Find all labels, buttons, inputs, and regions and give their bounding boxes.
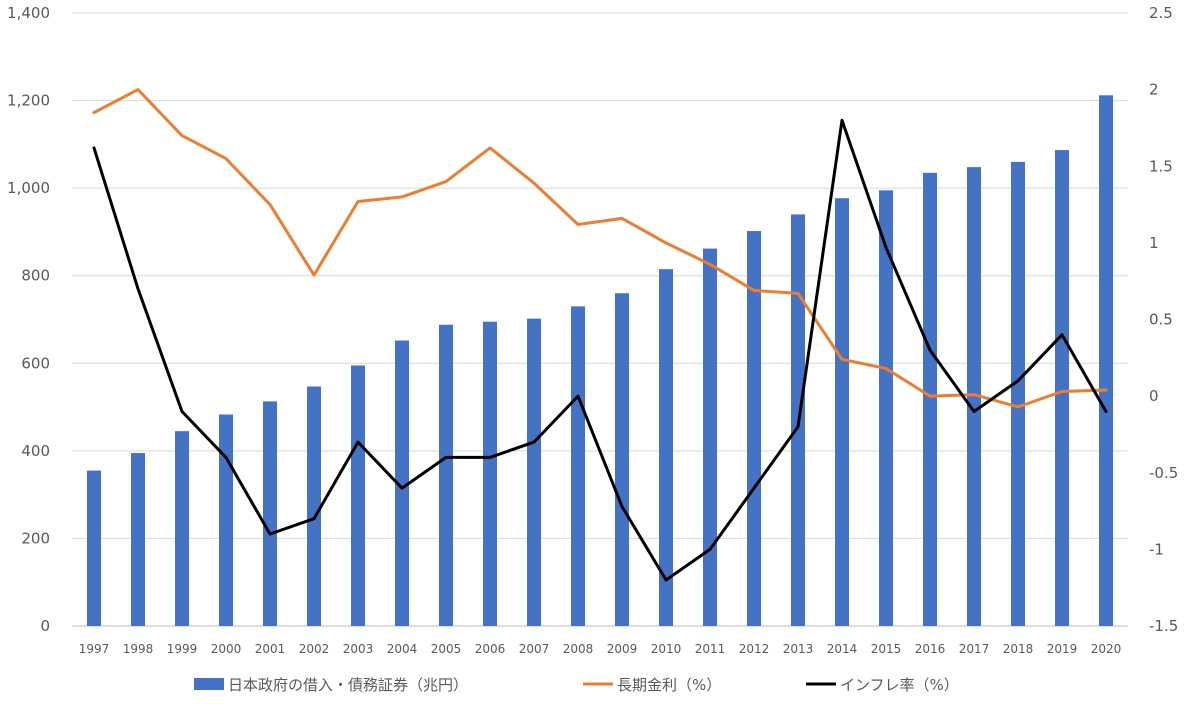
x-axis-tick-label: 2000: [211, 642, 242, 656]
x-axis-tick-label: 1997: [79, 642, 110, 656]
right-axis-tick-label: 2.5: [1149, 4, 1173, 22]
bar: [175, 431, 189, 626]
right-axis-tick-label: 2: [1149, 81, 1159, 99]
left-axis-tick-label: 200: [21, 529, 50, 547]
bar: [219, 414, 233, 626]
right-axis-tick-label: 1.5: [1149, 157, 1173, 175]
x-axis-tick-label: 2012: [739, 642, 770, 656]
x-axis-tick-label: 2016: [915, 642, 946, 656]
bar: [395, 340, 409, 626]
left-axis-tick-label: 1,400: [7, 4, 50, 22]
right-axis-tick-label: -1: [1149, 540, 1164, 558]
bar: [263, 401, 277, 626]
x-axis-tick-label: 2015: [871, 642, 902, 656]
right-axis-tick-label: -0.5: [1149, 464, 1178, 482]
x-axis-tick-label: 2013: [783, 642, 814, 656]
x-axis-tick-label: 2003: [343, 642, 374, 656]
bar: [923, 172, 937, 626]
bar: [967, 167, 981, 626]
x-axis-tick-label: 2011: [695, 642, 726, 656]
left-axis-tick-label: 0: [40, 617, 50, 635]
left-axis-tick-label: 1,200: [7, 92, 50, 110]
left-axis-tick-label: 400: [21, 442, 50, 460]
left-axis-tick-label: 800: [21, 267, 50, 285]
x-axis-tick-label: 2010: [651, 642, 682, 656]
bar: [351, 365, 365, 626]
right-axis-tick-label: 1: [1149, 234, 1159, 252]
x-axis-tick-label: 2017: [959, 642, 990, 656]
bar: [879, 190, 893, 626]
bar: [835, 198, 849, 627]
x-axis-ticks: 1997 1998 1999 2000 2001 2002 2003 2004 2005 2006…: [79, 642, 1122, 656]
bar: [1055, 150, 1069, 626]
bar: [659, 269, 673, 626]
bar: [87, 470, 101, 626]
legend-swatch: [194, 678, 224, 690]
bar: [307, 386, 321, 626]
x-axis-tick-label: 2006: [475, 642, 506, 656]
bar: [483, 321, 497, 626]
right-axis-tick-label: 0.5: [1149, 311, 1173, 329]
bar: [527, 318, 541, 626]
x-axis-tick-label: 1998: [123, 642, 154, 656]
right-axis-ticks: -1.5 -1 -0.5 0 0.5 1 1.5 2 2.5: [1149, 4, 1178, 635]
legend-label: 日本政府の借入・債務証券（兆円）: [228, 676, 468, 694]
bar: [131, 453, 145, 626]
line-series: [92, 88, 1108, 582]
bar: [703, 248, 717, 626]
right-axis-tick-label: 0: [1149, 387, 1159, 405]
x-axis-tick-label: 2005: [431, 642, 462, 656]
x-axis-tick-label: 2007: [519, 642, 550, 656]
x-axis-tick-label: 2009: [607, 642, 638, 656]
x-axis-tick-label: 1999: [167, 642, 198, 656]
x-axis-tick-label: 2014: [827, 642, 858, 656]
bar: [615, 293, 629, 626]
legend: 日本政府の借入・債務証券（兆円） 長期金利（%） インフレ率（%）: [194, 676, 959, 694]
legend-label: インフレ率（%）: [840, 676, 959, 694]
right-axis-tick-label: -1.5: [1149, 617, 1178, 635]
left-axis-tick-label: 1,000: [7, 179, 50, 197]
x-axis-tick-label: 2008: [563, 642, 594, 656]
x-axis-tick-label: 2002: [299, 642, 330, 656]
bar: [571, 306, 585, 626]
x-axis-tick-label: 2020: [1091, 642, 1122, 656]
series-line: [92, 118, 1108, 582]
legend-label: 長期金利（%）: [617, 676, 721, 694]
left-axis-ticks: 0 200 400 600 800 1,000 1,200 1,400: [7, 4, 50, 635]
x-axis-tick-label: 2001: [255, 642, 286, 656]
bar: [747, 231, 761, 626]
bar-series: [87, 95, 1113, 627]
left-axis-tick-label: 600: [21, 354, 50, 372]
x-axis-tick-label: 2019: [1047, 642, 1078, 656]
series-line: [92, 88, 1108, 409]
bar: [1011, 161, 1025, 626]
bar: [439, 324, 453, 626]
bar: [1099, 95, 1113, 627]
x-axis-tick-label: 2018: [1003, 642, 1034, 656]
x-axis-tick-label: 2004: [387, 642, 418, 656]
